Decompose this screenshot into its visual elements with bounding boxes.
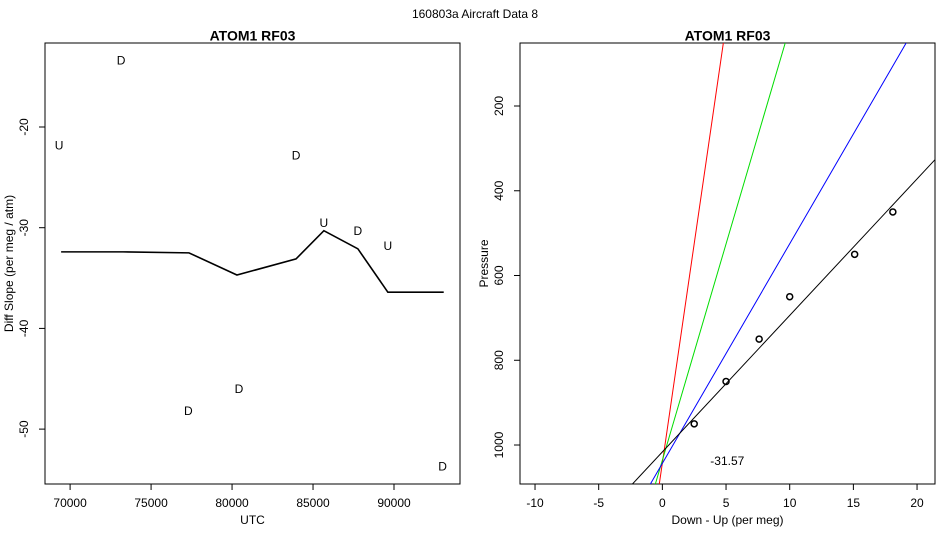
y-tick-label: 1000	[492, 431, 506, 458]
letter-marker: D	[235, 382, 244, 396]
letter-marker: U	[320, 216, 329, 230]
x-axis-title: UTC	[240, 513, 265, 527]
y-tick-label: 200	[492, 96, 506, 116]
x-tick-label: 0	[659, 496, 666, 510]
x-tick-label: 70000	[53, 496, 87, 510]
plot-area	[61, 229, 444, 293]
letter-marker: D	[438, 460, 447, 474]
letter-marker: U	[55, 138, 64, 152]
letter-marker: U	[384, 239, 393, 253]
annotation: -31.57	[710, 454, 744, 468]
x-tick-label: 75000	[134, 496, 168, 510]
y-axis-title: Pressure	[477, 239, 491, 287]
y-tick-label: 400	[492, 180, 506, 200]
point	[785, 292, 794, 301]
y-tick-label: -40	[17, 319, 31, 337]
y-tick-label: -50	[17, 420, 31, 438]
point	[722, 377, 730, 386]
point	[690, 420, 698, 428]
fit-line	[654, 43, 786, 484]
x-axis-title: Down - Up (per meg)	[671, 513, 783, 527]
y-tick-label: -30	[17, 219, 31, 237]
x-tick-label: 85000	[296, 496, 330, 510]
x-tick-label: 10	[783, 496, 797, 510]
x-tick-label: 80000	[215, 496, 249, 510]
plot-frame	[519, 42, 936, 485]
page-title: 160803a Aircraft Data 8	[412, 7, 538, 21]
plot-frame	[44, 42, 461, 485]
letter-marker: D	[184, 404, 193, 418]
plot-area	[632, 43, 935, 484]
y-tick-label: 600	[492, 265, 506, 285]
x-tick-label: -5	[593, 496, 604, 510]
y-tick-label: 800	[492, 350, 506, 370]
point	[850, 250, 859, 259]
fit-line	[632, 159, 935, 484]
y-axis-title: Diff Slope (per meg / atm)	[2, 195, 16, 332]
y-tick-label: -20	[17, 118, 31, 136]
x-tick-label: 5	[723, 496, 730, 510]
panel-title: ATOM1 RF03	[685, 28, 771, 44]
x-tick-label: 15	[847, 496, 861, 510]
x-tick-label: 20	[910, 496, 924, 510]
x-tick-label: 90000	[377, 496, 411, 510]
x-tick-label: -10	[526, 496, 544, 510]
letter-marker: D	[354, 224, 363, 238]
fit-line	[649, 43, 907, 484]
panel-title: ATOM1 RF03	[210, 28, 296, 44]
letter-marker: D	[117, 54, 126, 68]
point	[755, 335, 763, 343]
point	[889, 208, 897, 216]
letter-marker: D	[292, 148, 301, 162]
fit-line	[658, 43, 724, 484]
data-line	[61, 229, 444, 293]
